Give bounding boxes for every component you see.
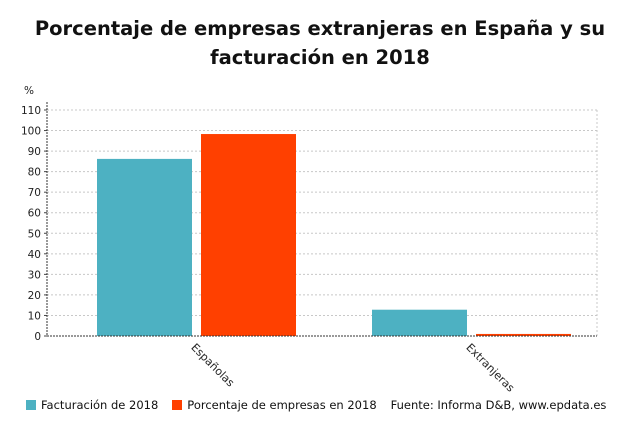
- chart-title: Porcentaje de empresas extranjeras en Es…: [34, 17, 606, 69]
- y-tick-label: 30: [28, 269, 41, 281]
- y-tick-label: 70: [28, 187, 41, 199]
- y-tick-label: 60: [28, 208, 41, 220]
- legend-item-facturacion: Facturación de 2018: [26, 398, 158, 412]
- legend-item-porcentaje: Porcentaje de empresas en 2018: [172, 398, 377, 412]
- legend: Facturación de 2018 Porcentaje de empres…: [26, 398, 620, 412]
- y-axis-label: %: [24, 85, 34, 97]
- y-tick-label: 40: [28, 249, 41, 261]
- y-tick-label: 90: [28, 146, 41, 158]
- x-tick-label: Españolas: [188, 341, 237, 390]
- bar-facturacion: [372, 309, 467, 336]
- y-tick-label: 100: [21, 126, 41, 138]
- bar-facturacion: [97, 158, 192, 336]
- source-text: Fuente: Informa D&B, www.epdata.es: [390, 398, 607, 412]
- y-tick-label: 110: [21, 105, 41, 117]
- legend-label: Porcentaje de empresas en 2018: [187, 398, 377, 412]
- bar-porcentaje: [476, 333, 571, 336]
- y-tick-label: 20: [28, 290, 41, 302]
- y-tick-label: 80: [28, 167, 41, 179]
- legend-swatch: [172, 400, 183, 410]
- source-note: Fuente: Informa D&B, www.epdata.es: [391, 398, 607, 412]
- y-tick-label: 50: [28, 228, 41, 240]
- y-tick-label: 10: [28, 310, 41, 322]
- legend-label: Facturación de 2018: [41, 398, 159, 412]
- legend-swatch: [26, 400, 36, 410]
- x-tick-label: Extranjeras: [463, 341, 517, 395]
- y-tick-label: 0: [34, 331, 41, 343]
- bar-porcentaje: [201, 134, 296, 336]
